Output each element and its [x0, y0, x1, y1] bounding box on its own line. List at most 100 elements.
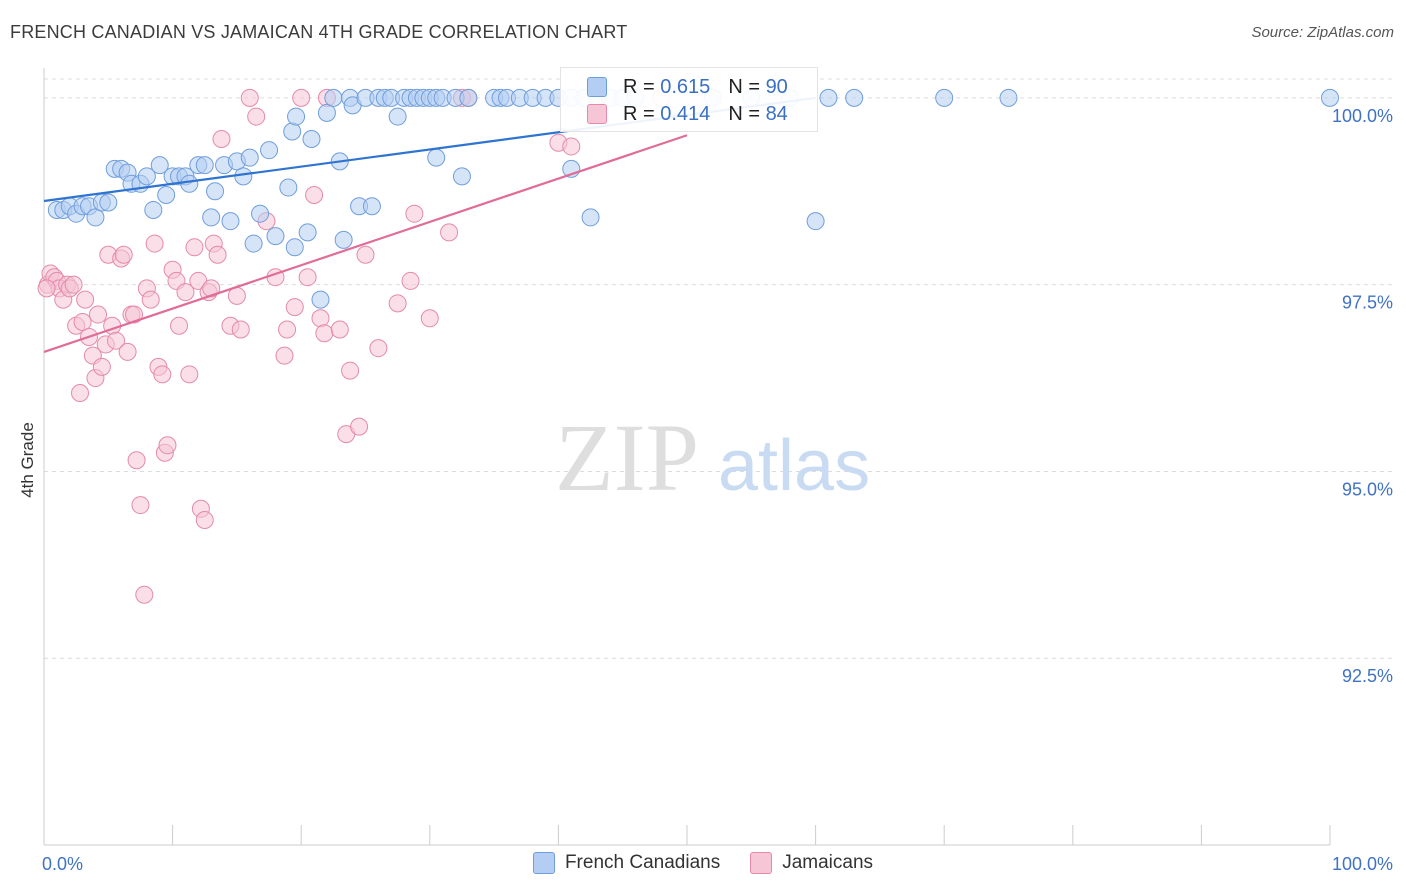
jamaican-r-value: 0.414	[660, 102, 711, 125]
jamaican-point	[76, 290, 95, 309]
french-n-value: 90	[765, 75, 788, 98]
french-canadian-point	[302, 129, 321, 148]
french-canadian-point	[317, 103, 336, 122]
jamaican-point	[131, 496, 150, 515]
jamaican-n-label: N =	[728, 102, 766, 125]
axes	[43, 68, 1331, 846]
french-canadian-point	[362, 197, 381, 216]
jamaican-point	[562, 137, 581, 156]
jamaican-points	[37, 88, 671, 604]
stats-legend-box: R = 0.615 N = 90 R = 0.414 N = 84	[560, 67, 818, 132]
jamaican-point	[369, 339, 388, 358]
french-canadian-point	[240, 148, 259, 167]
stats-row-french: R = 0.615 N = 90	[561, 74, 788, 100]
french-canadian-point	[150, 156, 169, 175]
jamaican-point	[208, 245, 227, 264]
french-canadian-point	[452, 167, 471, 186]
jamaican-point	[278, 320, 297, 339]
jamaican-point	[285, 298, 304, 317]
french-canadian-point	[819, 88, 838, 107]
french-canadian-point	[845, 88, 864, 107]
jamaican-point	[170, 316, 189, 335]
french-n-label: N =	[728, 75, 766, 98]
french-canadian-point	[202, 208, 221, 227]
jamaican-r-label: R =	[623, 102, 661, 125]
jamaican-point	[330, 320, 349, 339]
legend-french-label: French Canadians	[564, 852, 721, 873]
french-canadian-point	[311, 290, 330, 309]
jamaican-point	[92, 357, 111, 376]
jamaican-point	[107, 331, 126, 350]
jamaican-point	[71, 383, 90, 402]
jamaican-point	[185, 238, 204, 257]
french-canadian-point	[388, 107, 407, 126]
jamaican-trend-line	[43, 134, 688, 353]
jamaican-point	[240, 88, 259, 107]
french-canadian-point	[86, 208, 105, 227]
jamaican-point	[202, 279, 221, 298]
y-tick-label: 95.0%	[1342, 479, 1393, 499]
jamaican-point	[305, 186, 324, 205]
french-canadian-point	[999, 88, 1018, 107]
jamaican-point	[195, 511, 214, 530]
legend-item-french[interactable]: French Canadians	[532, 852, 721, 874]
jamaican-point	[275, 346, 294, 365]
french-canadian-point	[298, 223, 317, 242]
french-canadian-point	[99, 193, 118, 212]
tick-labels: 100.0% 97.5% 95.0% 92.5% 0.0% 100.0%	[42, 106, 1393, 874]
jamaican-point	[153, 365, 172, 384]
french-canadian-point	[206, 182, 225, 201]
jamaican-point	[127, 451, 146, 470]
french-canadian-point	[157, 186, 176, 205]
watermark-zip: ZIP	[555, 404, 699, 511]
jamaican-point	[125, 305, 144, 324]
jamaican-point	[388, 294, 407, 313]
french-canadian-point	[283, 122, 302, 141]
french-r-label: R =	[623, 75, 661, 98]
jamaican-point	[247, 107, 266, 126]
legend-item-jamaican[interactable]: Jamaicans	[750, 852, 873, 874]
watermark: ZIP atlas	[555, 404, 870, 511]
french-canadian-point	[806, 212, 825, 231]
french-canadian-point	[260, 141, 279, 160]
legend-french-swatch	[532, 852, 555, 874]
jamaican-point	[405, 204, 424, 223]
french-canadian-point	[285, 238, 304, 257]
french-canadian-point	[266, 227, 285, 246]
french-canadian-point	[195, 156, 214, 175]
source-note: Source: ZipAtlas.com	[1251, 24, 1394, 41]
legend-jamaican-label: Jamaicans	[782, 852, 874, 873]
french-swatch	[587, 77, 607, 97]
bottom-legend: French Canadians Jamaicans	[0, 852, 1406, 874]
jamaican-point	[89, 305, 108, 324]
jamaican-point	[311, 309, 330, 328]
jamaican-point	[176, 283, 195, 302]
jamaican-point	[350, 417, 369, 436]
french-canadian-point	[137, 167, 156, 186]
watermark-atlas: atlas	[718, 426, 870, 506]
french-canadian-point	[334, 230, 353, 249]
jamaican-point	[158, 436, 177, 455]
x-tick-label: 0.0%	[42, 854, 83, 874]
french-canadian-point	[459, 88, 478, 107]
jamaican-point	[341, 361, 360, 380]
jamaican-point	[420, 309, 439, 328]
french-canadian-point	[935, 88, 954, 107]
y-tick-label: 100.0%	[1332, 106, 1393, 126]
french-canadian-point	[251, 204, 270, 223]
jamaican-point	[37, 279, 56, 298]
jamaican-point	[231, 320, 250, 339]
jamaican-point	[114, 245, 133, 264]
y-tick-label: 97.5%	[1342, 293, 1393, 313]
jamaican-swatch	[587, 104, 607, 124]
french-r-value: 0.615	[660, 75, 711, 98]
y-tick-label: 92.5%	[1342, 666, 1393, 686]
jamaican-point	[141, 290, 160, 309]
french-canadian-point	[221, 212, 240, 231]
jamaican-point	[356, 245, 375, 264]
french-canadian-point	[279, 178, 298, 197]
y-axis-label: 4th Grade	[18, 422, 37, 498]
jamaican-point	[135, 585, 154, 604]
jamaican-point	[145, 234, 164, 253]
